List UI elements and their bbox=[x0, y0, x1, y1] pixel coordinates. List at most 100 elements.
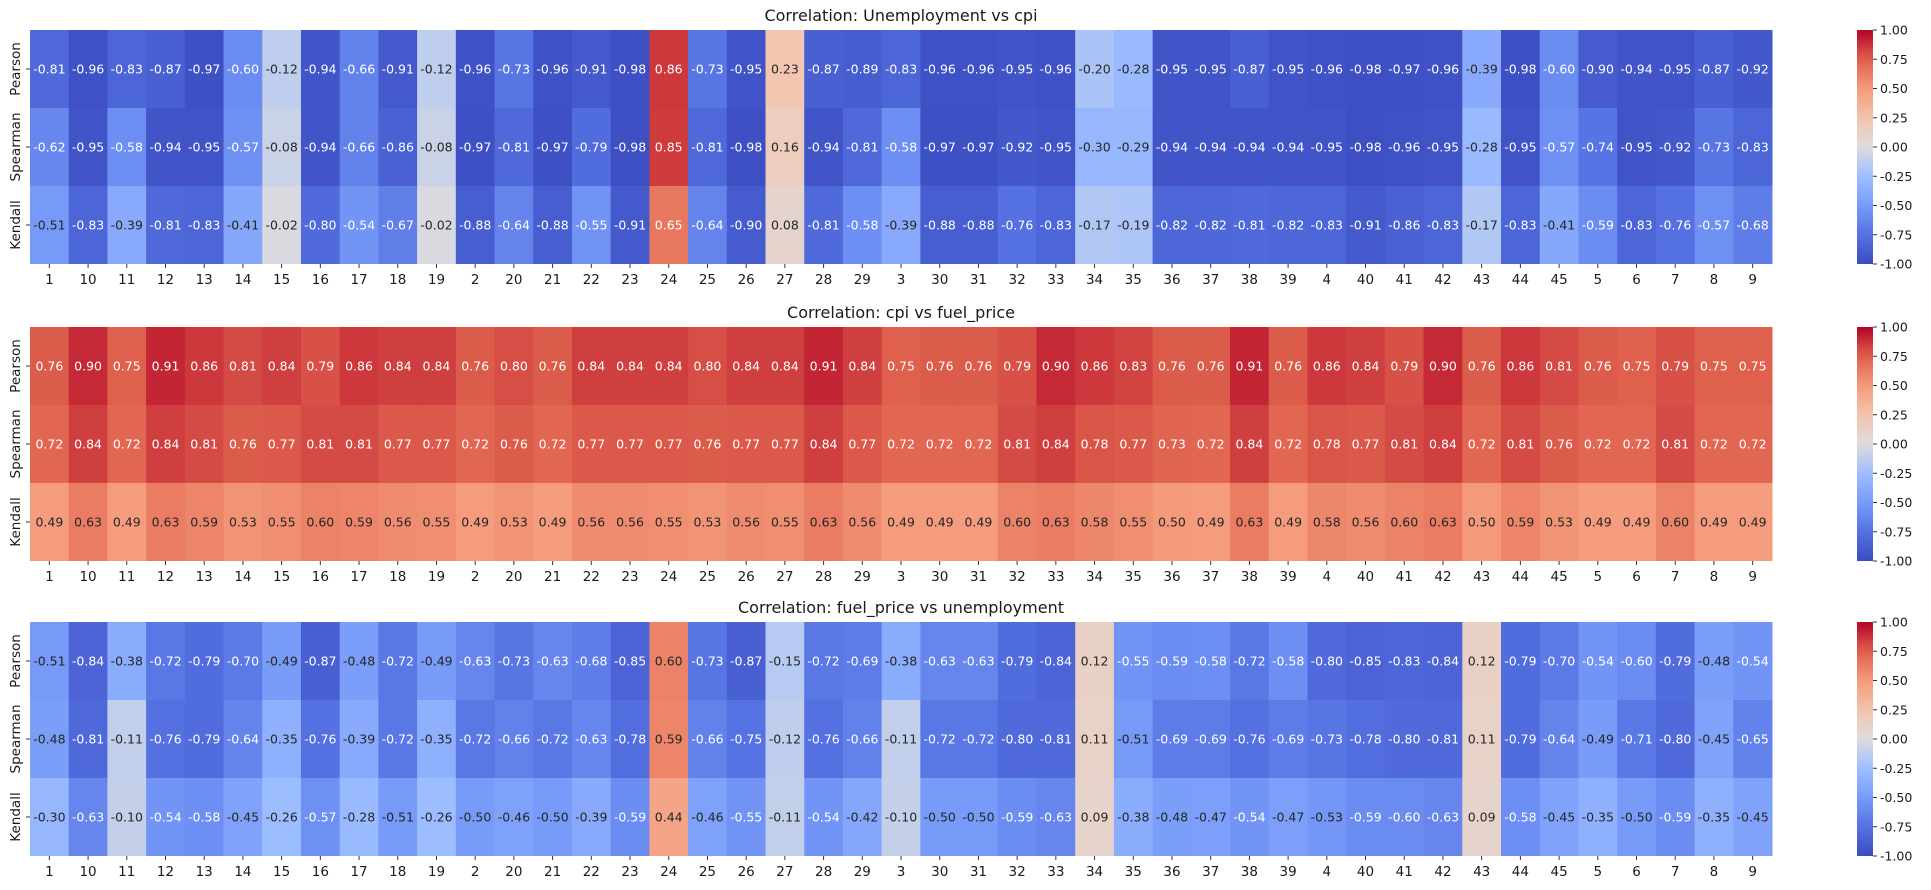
colorbar-tick-label: -1.00 bbox=[1880, 257, 1912, 272]
x-tick-label: 2 bbox=[471, 272, 480, 288]
colorbar: 1.00 0.75 0.50 0.25 0.00 -0.25 -0.50 -0.75 -1.00 bbox=[1857, 615, 1912, 864]
cell-annotation: -0.30 bbox=[33, 810, 65, 825]
heatmap-cell bbox=[1462, 483, 1502, 561]
heatmap-cell bbox=[1539, 622, 1579, 700]
x-tick-label: 12 bbox=[157, 864, 174, 880]
colorbar-tick-label: 0.75 bbox=[1880, 52, 1908, 67]
heatmap-cell bbox=[378, 30, 418, 108]
heatmap-cell bbox=[1384, 483, 1425, 561]
cell-annotation: 0.84 bbox=[577, 359, 605, 374]
cell-annotation: 0.60 bbox=[1390, 515, 1418, 530]
heatmap-cell bbox=[1423, 327, 1463, 405]
cell-annotation: -0.10 bbox=[111, 810, 143, 825]
heatmap-cell bbox=[262, 186, 302, 264]
cell-annotation: -0.91 bbox=[1349, 218, 1381, 233]
heatmap-cell bbox=[1578, 327, 1618, 405]
heatmap-cell bbox=[804, 622, 844, 700]
cell-annotation: 0.72 bbox=[964, 437, 992, 452]
heatmap-cell bbox=[1578, 30, 1618, 108]
heatmap-cell bbox=[1423, 700, 1463, 778]
cell-annotation: 0.84 bbox=[268, 359, 296, 374]
heatmap-cell bbox=[1462, 700, 1502, 778]
heatmap-cell bbox=[455, 405, 496, 483]
heatmap-cell bbox=[339, 622, 379, 700]
heatmap-cell bbox=[1462, 405, 1502, 483]
cell-annotation: 0.84 bbox=[152, 437, 180, 452]
x-tick-label: 34 bbox=[1086, 272, 1103, 288]
heatmap-cell bbox=[1230, 186, 1270, 264]
heatmap-cell bbox=[146, 700, 186, 778]
cell-annotation: -0.73 bbox=[1311, 732, 1343, 747]
heatmap-cell bbox=[765, 186, 805, 264]
cell-annotation: -0.59 bbox=[1156, 654, 1188, 669]
x-tick-label: 30 bbox=[931, 569, 948, 585]
cell-annotation: -0.59 bbox=[614, 810, 646, 825]
heatmap-cell bbox=[1694, 483, 1734, 561]
x-tick-label: 3 bbox=[897, 569, 906, 585]
heatmap-cell bbox=[688, 405, 728, 483]
heatmap-cell bbox=[533, 186, 573, 264]
cell-annotation: -0.98 bbox=[1504, 62, 1536, 77]
cell-annotation: -0.95 bbox=[1504, 140, 1536, 155]
cell-annotation: -0.84 bbox=[1040, 654, 1072, 669]
heatmap-cell bbox=[997, 700, 1037, 778]
cell-annotation: 0.84 bbox=[1235, 437, 1263, 452]
cell-annotation: 0.75 bbox=[1739, 359, 1767, 374]
heatmap-cell bbox=[223, 186, 263, 264]
x-tick-label: 6 bbox=[1632, 864, 1641, 880]
cell-annotation: -0.60 bbox=[1620, 654, 1652, 669]
heatmap-cell bbox=[1501, 186, 1541, 264]
cell-annotation: -0.89 bbox=[846, 62, 878, 77]
x-tick-label: 39 bbox=[1280, 864, 1297, 880]
heatmap-cell bbox=[262, 483, 302, 561]
cell-annotation: -0.73 bbox=[1698, 140, 1730, 155]
panel-title: Correlation: cpi vs fuel_price bbox=[787, 303, 1015, 323]
heatmap-cell bbox=[765, 108, 805, 186]
colorbar-tick-label: 0.75 bbox=[1880, 349, 1908, 364]
row-label: Pearson bbox=[8, 42, 24, 96]
heatmap-cell bbox=[223, 108, 263, 186]
cell-annotation: -0.79 bbox=[1659, 654, 1691, 669]
cell-annotation: -0.42 bbox=[846, 810, 878, 825]
heatmap-cell bbox=[494, 327, 534, 405]
cell-annotation: -0.26 bbox=[420, 810, 452, 825]
cell-annotation: -0.79 bbox=[188, 732, 220, 747]
heatmap-cell bbox=[300, 483, 341, 561]
heatmap-cell bbox=[1113, 405, 1154, 483]
x-tick-label: 37 bbox=[1202, 272, 1219, 288]
heatmap-cell bbox=[146, 327, 186, 405]
cell-annotation: -0.72 bbox=[382, 654, 414, 669]
cell-annotation: -0.83 bbox=[1427, 218, 1459, 233]
cell-annotation: 0.59 bbox=[345, 515, 373, 530]
heatmap-panel-2: Correlation: cpi vs fuel_price 0.76 0.90 0.… bbox=[8, 303, 1912, 585]
x-tick-label: 14 bbox=[234, 864, 251, 880]
heatmap-cell bbox=[1384, 700, 1425, 778]
heatmap-cell bbox=[455, 700, 496, 778]
cell-annotation: -0.80 bbox=[1659, 732, 1691, 747]
x-tick-label: 5 bbox=[1594, 272, 1603, 288]
row-label: Spearman bbox=[8, 409, 24, 478]
heatmap-cell bbox=[262, 108, 302, 186]
cell-annotation: 0.49 bbox=[461, 515, 489, 530]
colorbar-gradient bbox=[1857, 327, 1873, 561]
cell-annotation: -0.10 bbox=[885, 810, 917, 825]
heatmap-cell bbox=[1036, 778, 1076, 856]
heatmap-cell bbox=[1230, 622, 1270, 700]
heatmap-cell bbox=[1230, 700, 1270, 778]
heatmap-cell bbox=[765, 30, 805, 108]
heatmap-cell bbox=[1655, 622, 1696, 700]
cell-annotation: -0.92 bbox=[1659, 140, 1691, 155]
heatmap-cell bbox=[30, 30, 70, 108]
heatmap-cell bbox=[1152, 108, 1192, 186]
cell-annotation: 0.84 bbox=[1042, 437, 1070, 452]
x-tick-label: 45 bbox=[1550, 864, 1567, 880]
heatmap-cell bbox=[1539, 778, 1579, 856]
heatmap-cell bbox=[804, 327, 844, 405]
x-tick-label: 27 bbox=[776, 272, 793, 288]
heatmap-cell bbox=[1462, 327, 1502, 405]
heatmap-cell bbox=[1307, 327, 1347, 405]
cell-annotation: 0.90 bbox=[1042, 359, 1070, 374]
heatmap-cell bbox=[417, 778, 457, 856]
x-tick-label: 37 bbox=[1202, 569, 1219, 585]
cell-annotation: -0.95 bbox=[1272, 62, 1304, 77]
